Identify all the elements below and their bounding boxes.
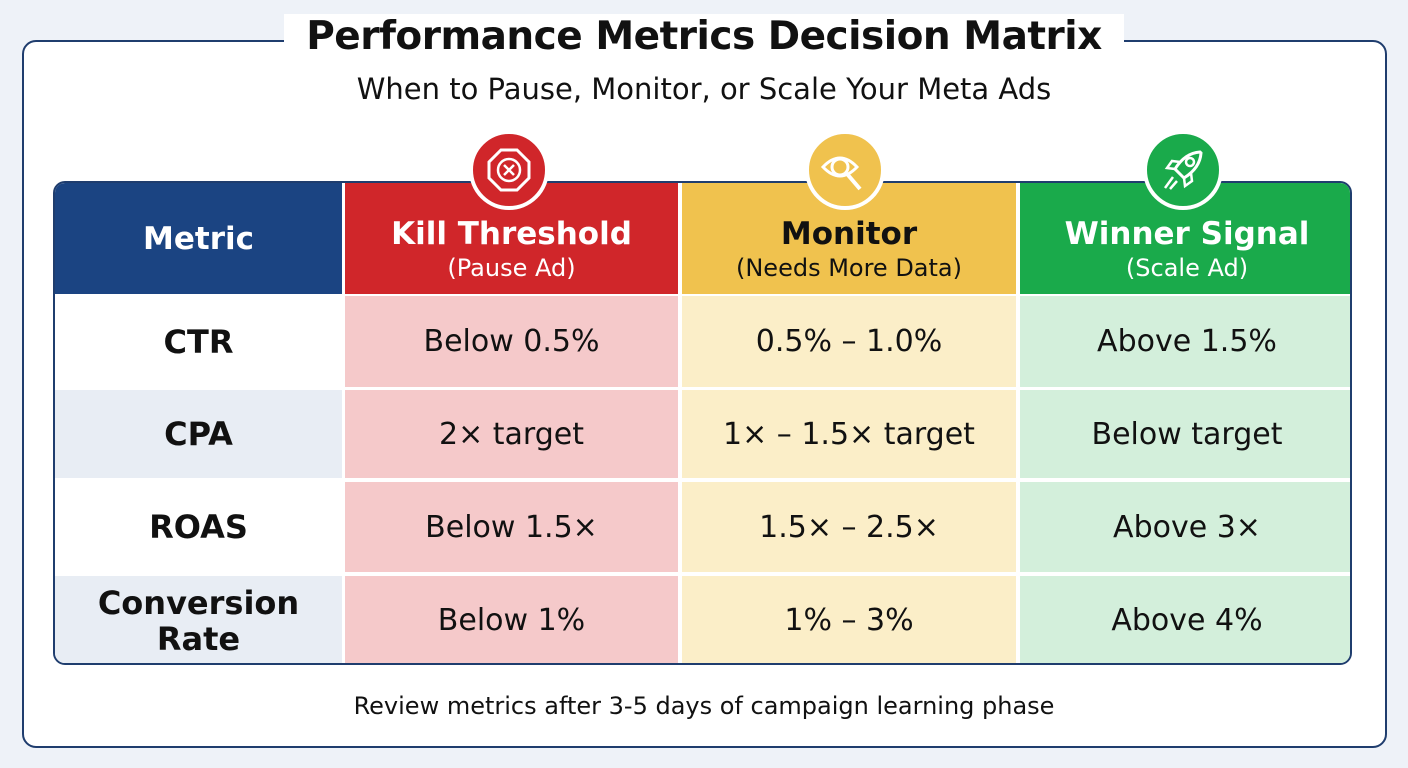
header-sublabel: (Scale Ad) [1125,253,1249,282]
header-label: Winner Signal [1064,215,1310,252]
decision-table: Metric Kill Threshold (Pause Ad) Monitor (Ne… [53,181,1352,665]
header-sublabel: (Pause Ad) [447,253,576,282]
cell-winner-signal: Below target [1020,390,1350,478]
cell-monitor: 1× – 1.5× target [682,390,1016,478]
subtitle: When to Pause, Monitor, or Scale Your Me… [356,72,1052,106]
eye-magnifier-icon [805,130,885,210]
cell-kill-threshold: Below 1% [345,576,678,663]
cell-kill-threshold: 2× target [345,390,678,478]
row-metric-label: CPA [55,390,342,478]
footer-note: Review metrics after 3-5 days of campaig… [353,692,1055,720]
rocket-icon [1143,130,1223,210]
cell-winner-signal: Above 3× [1020,482,1350,572]
stop-x-icon [469,130,549,210]
cell-monitor: 1% – 3% [682,576,1016,663]
header-winner-signal: Winner Signal (Scale Ad) [1020,183,1350,294]
row-metric-label: ROAS [55,482,342,572]
row-metric-label: Conversion Rate [55,576,342,663]
cell-monitor: 1.5× – 2.5× [682,482,1016,572]
cell-kill-threshold: Below 1.5× [345,482,678,572]
header-metric: Metric [55,183,342,294]
cell-monitor: 0.5% – 1.0% [682,296,1016,387]
header-label: Metric [143,220,254,257]
header-label: Kill Threshold [391,215,632,252]
cell-winner-signal: Above 4% [1020,576,1350,663]
header-sublabel: (Needs More Data) [735,253,962,282]
header-label: Monitor [780,215,918,252]
row-metric-label: CTR [55,296,342,387]
cell-winner-signal: Above 1.5% [1020,296,1350,387]
cell-kill-threshold: Below 0.5% [345,296,678,387]
title-text: Performance Metrics Decision Matrix [284,14,1124,59]
page-title: Performance Metrics Decision Matrix [0,14,1408,59]
